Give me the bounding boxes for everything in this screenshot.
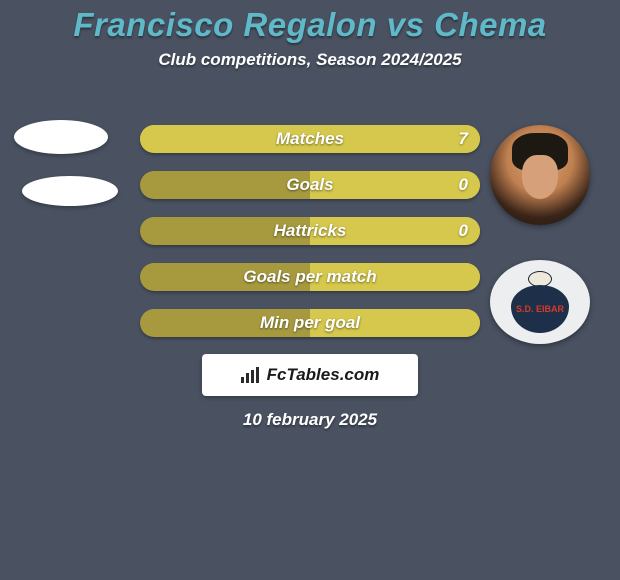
stat-row: Goals 0 [140,171,480,199]
player2-club-badge: S.D. EIBAR [490,260,590,344]
stat-row: Hattricks 0 [140,217,480,245]
date-label: 10 february 2025 [0,410,620,430]
stat-label: Min per goal [260,313,360,333]
brand-text: FcTables.com [267,365,380,385]
player1-club-placeholder [22,176,118,206]
stat-row: Matches 7 [140,125,480,153]
stat-fill-right [310,171,480,199]
stats-container: Matches 7 Goals 0 Hattricks 0 Goals per match M… [140,125,480,355]
stat-value-right: 7 [459,129,468,149]
stat-label: Hattricks [274,221,347,241]
stat-row: Goals per match [140,263,480,291]
stat-label: Matches [276,129,344,149]
stat-row: Min per goal [140,309,480,337]
bar-chart-icon [241,367,261,383]
player2-avatar [490,125,590,225]
stat-label: Goals [286,175,333,195]
comparison-subtitle: Club competitions, Season 2024/2025 [0,50,620,70]
stat-value-right: 0 [459,175,468,195]
player1-avatar-placeholder [14,120,108,154]
stat-value-right: 0 [459,221,468,241]
eibar-crest-icon: S.D. EIBAR [511,271,569,333]
stat-label: Goals per match [243,267,376,287]
comparison-title: Francisco Regalon vs Chema [0,0,620,44]
brand-badge: FcTables.com [202,354,418,396]
